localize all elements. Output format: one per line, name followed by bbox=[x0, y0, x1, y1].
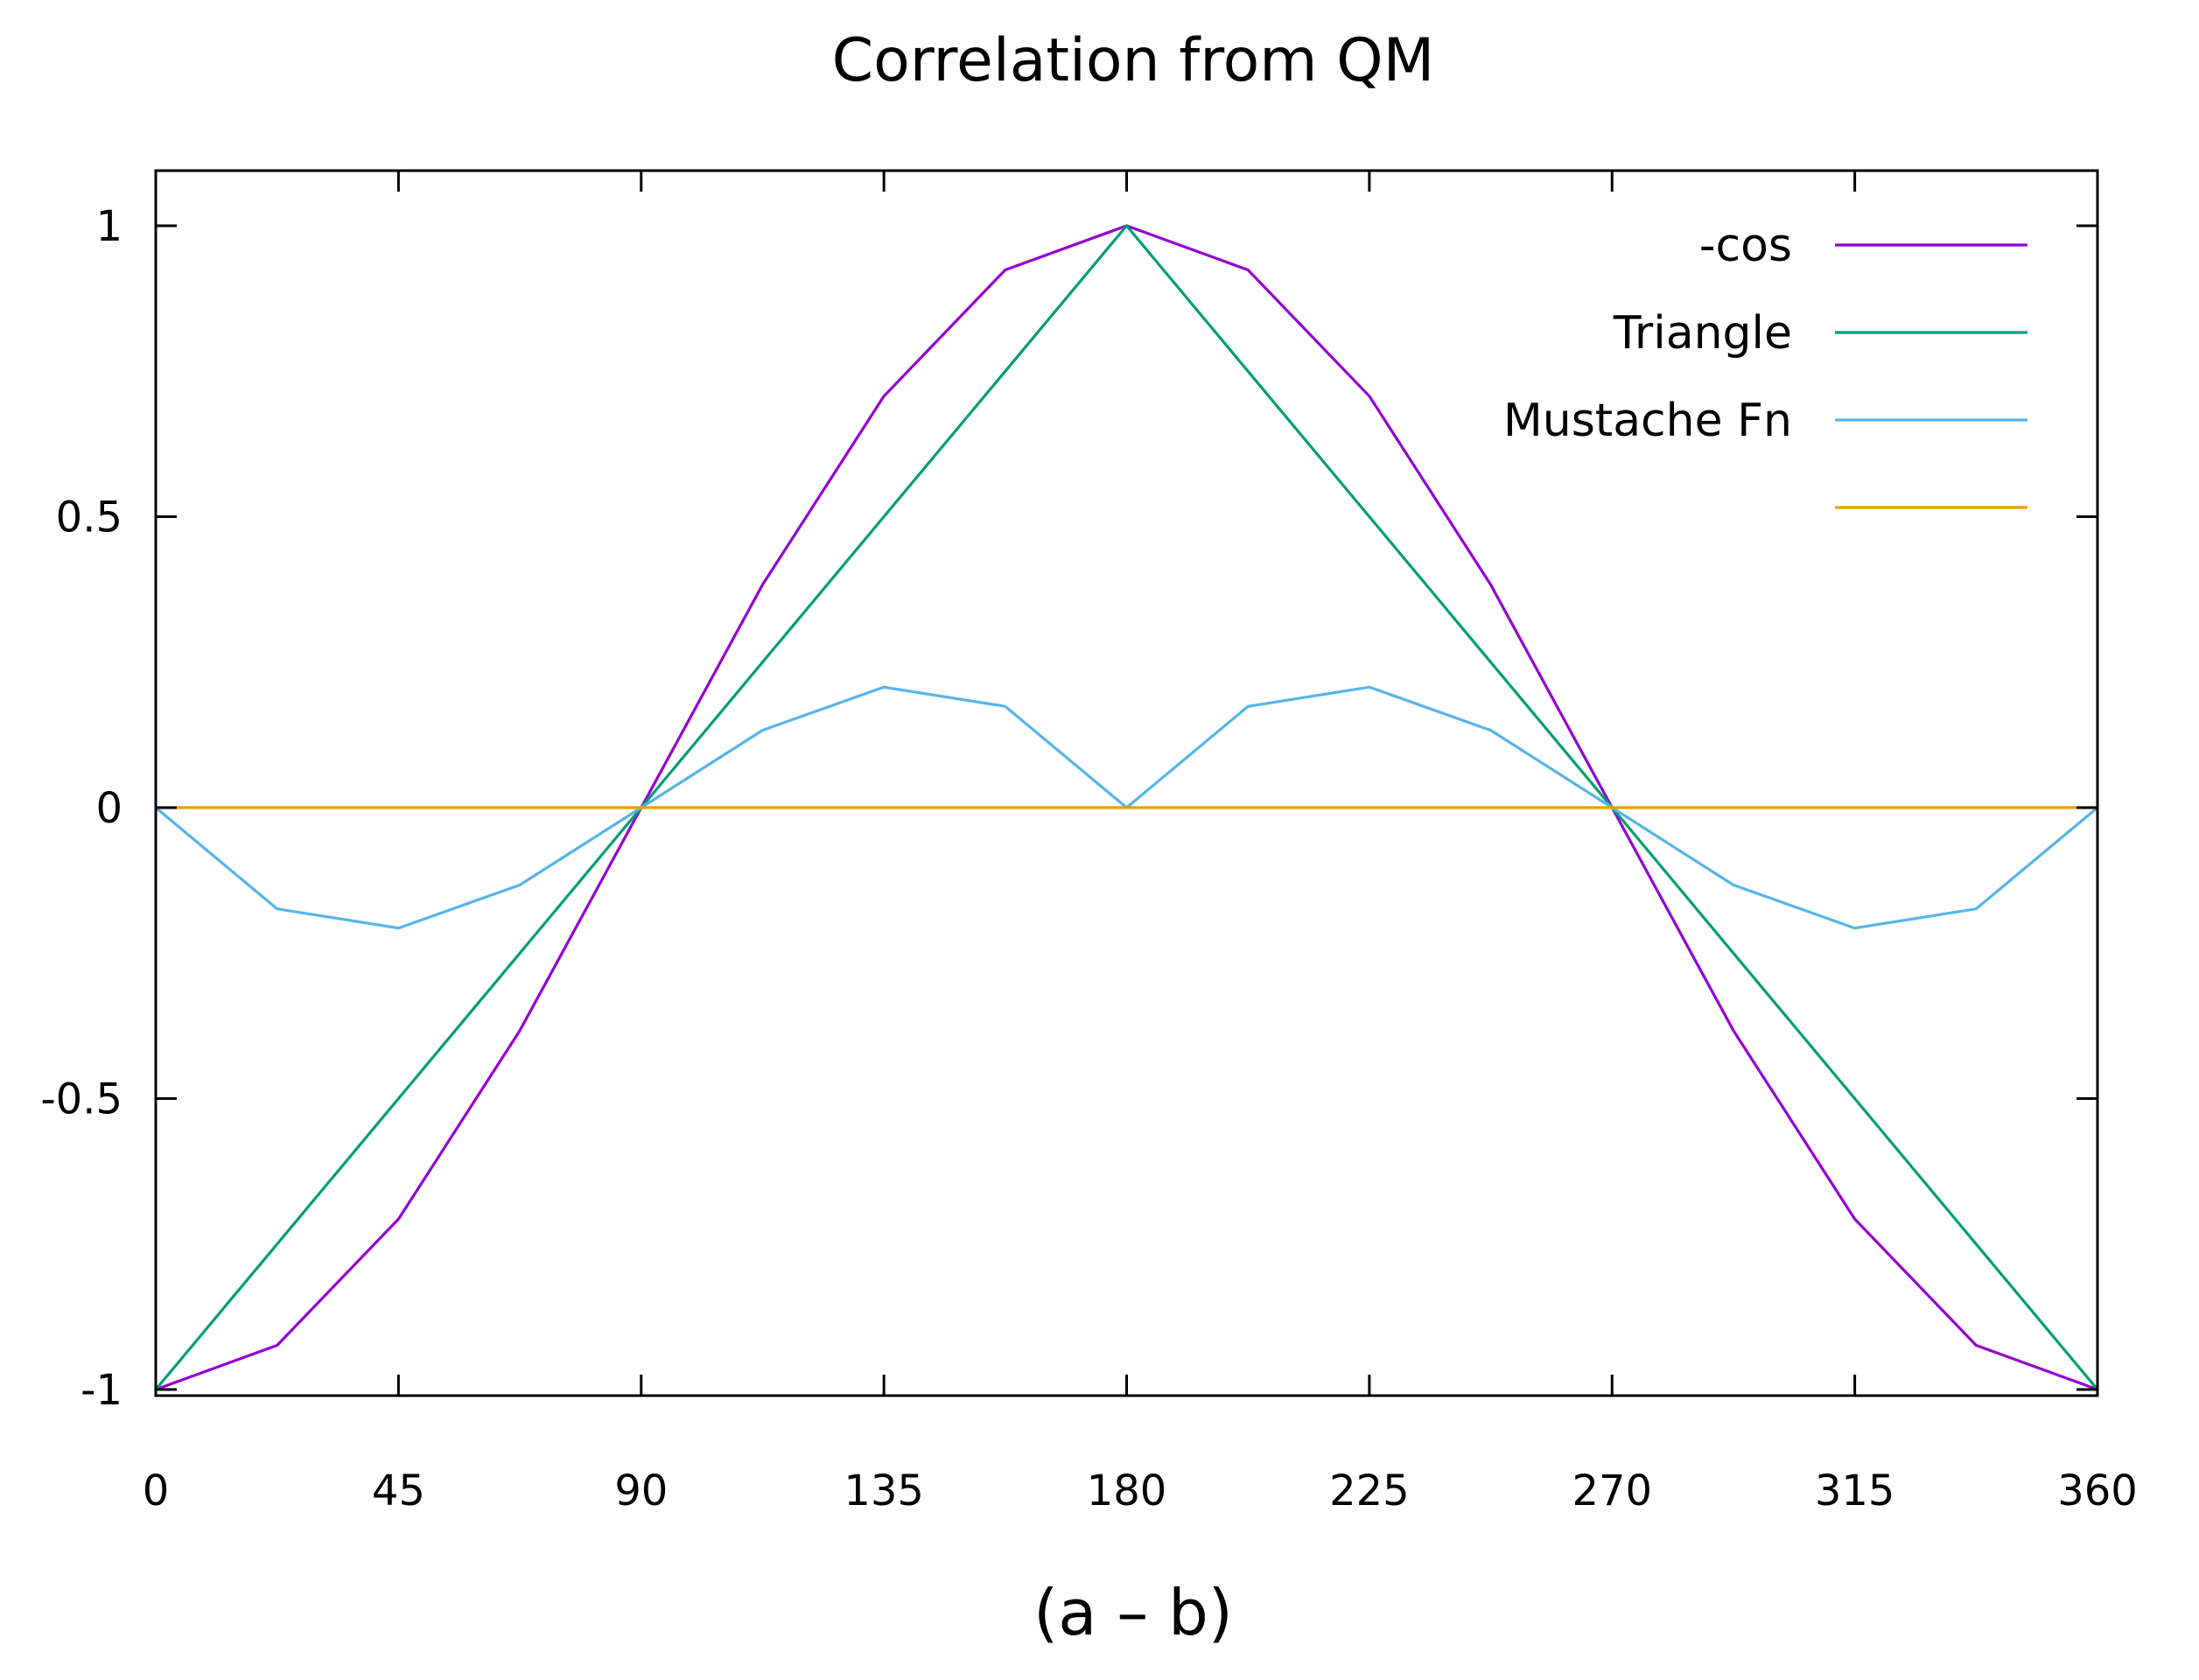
x-tick-label: 360 bbox=[2057, 1466, 2138, 1516]
x-tick-label: 45 bbox=[372, 1466, 425, 1516]
series-layer bbox=[154, 224, 2099, 1391]
legend-label-1: -cos bbox=[1699, 220, 1792, 272]
legend: -cos Triangle Mustache Fn bbox=[1503, 220, 2027, 509]
y-tick-label: 0 bbox=[95, 784, 123, 833]
ticks-layer: 0 45 90 135 180 225 270 315 360 1 0.5 0 -0.5 -1 bbox=[40, 171, 2138, 1516]
x-tick-label: 315 bbox=[1815, 1466, 1895, 1516]
legend-label-3: Mustache Fn bbox=[1503, 395, 1792, 447]
x-tick-label: 270 bbox=[1572, 1466, 1652, 1516]
legend-label-2: Triangle bbox=[1613, 307, 1792, 360]
y-tick-label: 1 bbox=[95, 202, 123, 251]
x-tick-label: 180 bbox=[1087, 1466, 1167, 1516]
y-tick-label: 0.5 bbox=[56, 494, 123, 542]
x-tick-label: 0 bbox=[143, 1466, 170, 1516]
x-tick-label: 90 bbox=[614, 1466, 668, 1516]
series-line-2 bbox=[154, 224, 2099, 1391]
x-axis-label: (a – b) bbox=[1033, 1576, 1233, 1649]
plot-frame bbox=[154, 169, 2099, 1397]
y-tick-label: -0.5 bbox=[40, 1075, 123, 1124]
x-tick-label: 135 bbox=[844, 1466, 924, 1516]
y-tick-label: -1 bbox=[81, 1366, 123, 1415]
x-tick-label: 225 bbox=[1329, 1466, 1410, 1516]
chart-title: Correlation from QM bbox=[832, 26, 1435, 95]
